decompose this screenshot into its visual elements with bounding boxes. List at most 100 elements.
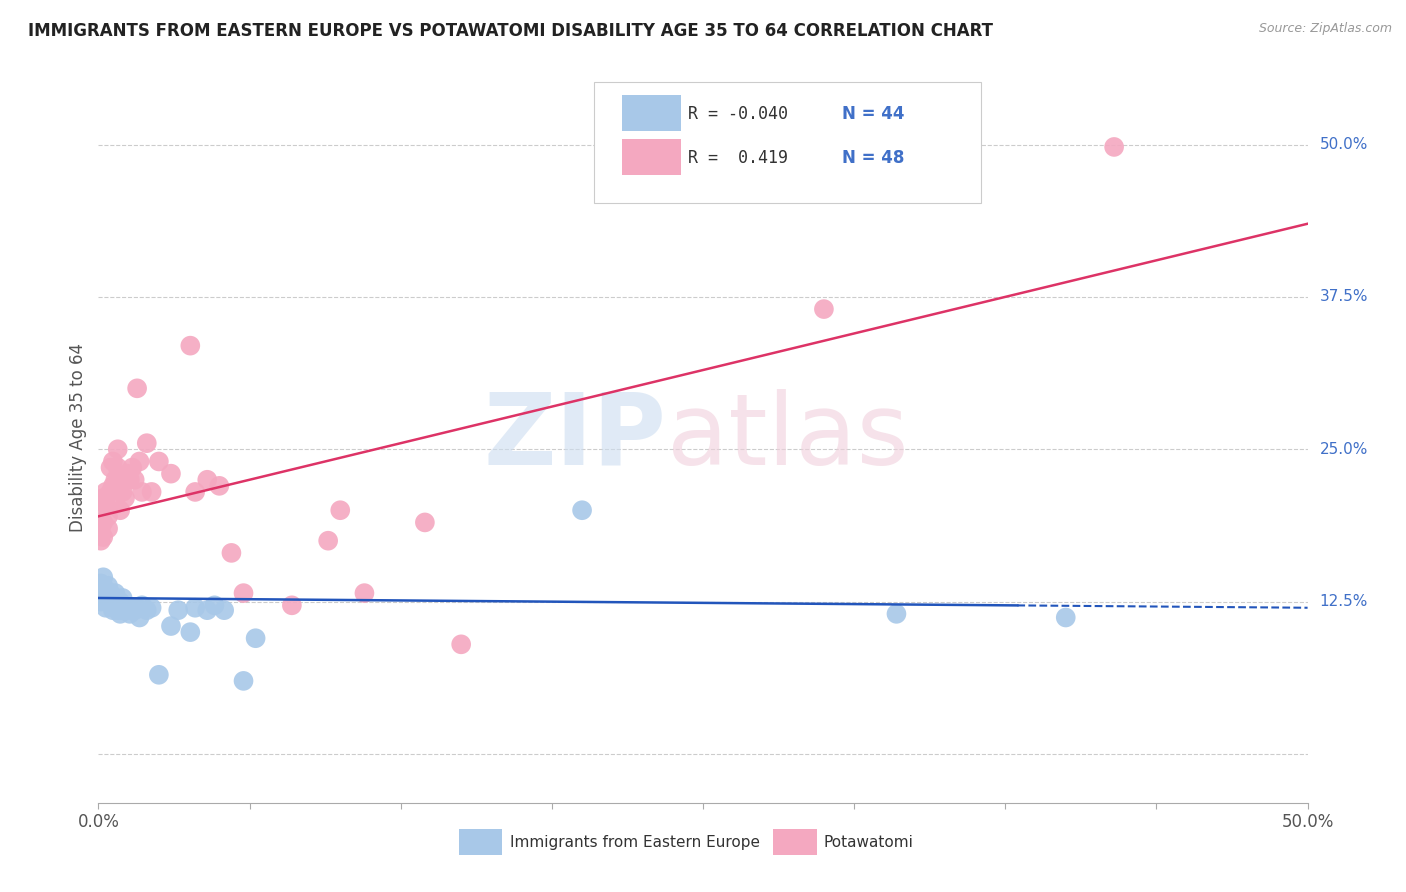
Point [127, 600, 149, 615]
Point [97, 509, 120, 524]
Point [114, 491, 136, 505]
Point [97, 591, 120, 605]
Point [91, 589, 114, 603]
Point [135, 603, 157, 617]
Point [148, 667, 170, 681]
Point [107, 603, 129, 617]
Point [94, 485, 117, 500]
Point [91, 530, 114, 544]
Point [100, 460, 122, 475]
Point [127, 381, 149, 395]
Point [316, 533, 339, 548]
Point [97, 521, 120, 535]
Point [91, 516, 114, 530]
Point [104, 497, 127, 511]
Point [1054, 610, 1077, 624]
Text: Potawatomi: Potawatomi [824, 835, 914, 850]
Point [101, 479, 124, 493]
Point [101, 591, 124, 605]
Point [107, 460, 129, 475]
Text: 50.0%: 50.0% [1320, 137, 1368, 152]
Point [329, 503, 352, 517]
Point [571, 503, 593, 517]
Point [195, 473, 218, 487]
Point [90, 521, 112, 535]
Point [91, 570, 114, 584]
Point [179, 338, 201, 352]
Point [124, 603, 146, 617]
Point [221, 546, 243, 560]
Point [101, 603, 124, 617]
Text: N = 48: N = 48 [842, 149, 904, 167]
Point [195, 603, 218, 617]
Point [108, 503, 131, 517]
Text: 12.5%: 12.5% [1320, 594, 1368, 609]
Point [90, 594, 112, 608]
Point [108, 594, 131, 608]
Point [104, 473, 127, 487]
Point [128, 610, 150, 624]
Text: N = 44: N = 44 [842, 104, 904, 123]
FancyBboxPatch shape [773, 830, 817, 855]
Point [281, 599, 304, 613]
Point [353, 586, 375, 600]
Point [121, 460, 143, 475]
Point [1102, 140, 1125, 154]
Point [128, 454, 150, 468]
Text: 37.5%: 37.5% [1320, 289, 1368, 304]
Point [104, 586, 127, 600]
Point [114, 600, 136, 615]
Point [450, 637, 472, 651]
Point [131, 485, 153, 500]
Point [813, 302, 835, 317]
Point [100, 586, 122, 600]
Point [413, 516, 436, 530]
Point [90, 576, 112, 591]
Text: ZIP: ZIP [484, 389, 666, 485]
Point [100, 594, 122, 608]
Point [179, 625, 201, 640]
Text: R = -0.040: R = -0.040 [689, 104, 789, 123]
Point [94, 582, 117, 597]
Point [104, 599, 127, 613]
Point [141, 485, 163, 500]
Point [117, 467, 139, 481]
Point [100, 485, 122, 500]
FancyBboxPatch shape [458, 830, 502, 855]
Point [108, 607, 131, 621]
Point [131, 599, 153, 613]
Text: 25.0%: 25.0% [1320, 442, 1368, 457]
Text: Immigrants from Eastern Europe: Immigrants from Eastern Europe [509, 835, 759, 850]
Point [121, 600, 143, 615]
Text: Source: ZipAtlas.com: Source: ZipAtlas.com [1258, 22, 1392, 36]
Point [94, 497, 117, 511]
Point [117, 603, 139, 617]
Point [90, 533, 112, 548]
Point [886, 607, 908, 621]
FancyBboxPatch shape [621, 95, 682, 131]
Point [101, 454, 124, 468]
Point [91, 491, 114, 505]
Point [204, 599, 226, 613]
Point [90, 503, 112, 517]
Text: R =  0.419: R = 0.419 [689, 149, 789, 167]
FancyBboxPatch shape [595, 82, 981, 203]
Text: IMMIGRANTS FROM EASTERN EUROPE VS POTAWATOMI DISABILITY AGE 35 TO 64 CORRELATION: IMMIGRANTS FROM EASTERN EUROPE VS POTAWA… [28, 22, 993, 40]
Point [184, 600, 207, 615]
Point [148, 454, 170, 468]
Point [184, 485, 207, 500]
Point [97, 579, 120, 593]
Point [118, 473, 141, 487]
Point [208, 479, 231, 493]
Point [245, 632, 267, 646]
Point [90, 589, 112, 603]
Point [111, 591, 134, 605]
Point [124, 473, 146, 487]
Point [886, 186, 908, 201]
Point [135, 436, 157, 450]
Point [107, 594, 129, 608]
Point [111, 603, 134, 617]
Point [232, 673, 254, 688]
Y-axis label: Disability Age 35 to 64: Disability Age 35 to 64 [69, 343, 87, 532]
Point [232, 586, 254, 600]
